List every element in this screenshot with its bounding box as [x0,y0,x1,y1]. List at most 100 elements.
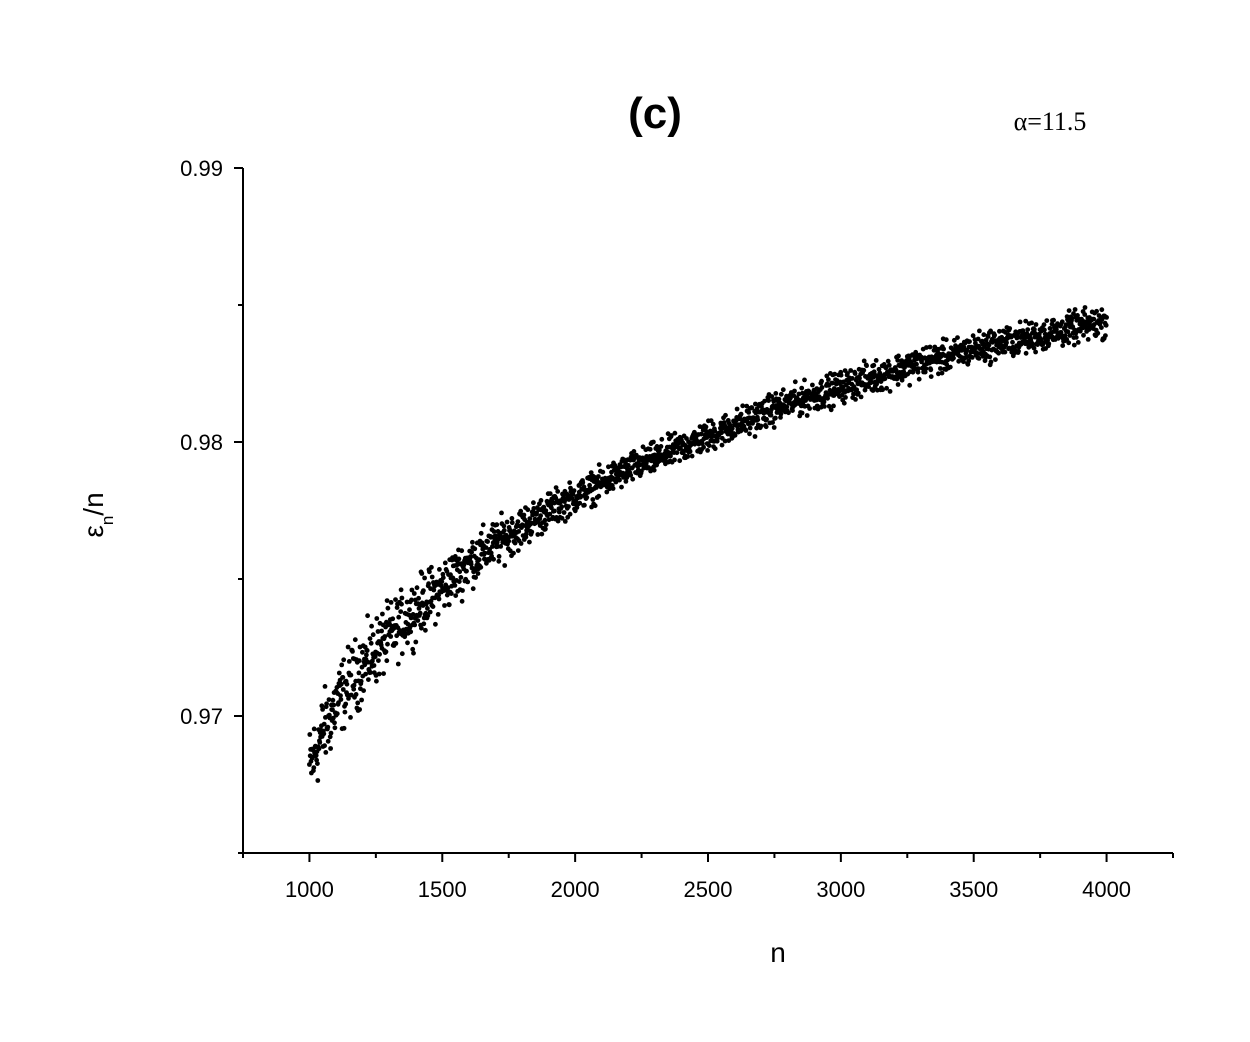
data-point [895,382,901,387]
data-point [535,532,541,537]
data-point [838,372,844,378]
data-point [448,591,454,596]
panel-label: (c) [628,89,682,138]
data-point [445,585,451,591]
data-point [784,404,790,410]
data-point [488,534,494,540]
data-point [469,549,474,555]
data-point [353,692,359,697]
data-point [567,480,573,485]
data-point [780,387,786,393]
data-point [755,417,761,423]
data-point [525,507,531,513]
data-point [746,410,752,415]
data-point [568,485,573,491]
data-point [324,701,329,707]
data-point [1103,333,1108,338]
data-point [873,358,879,363]
data-point [511,550,516,556]
data-point [830,380,835,386]
data-point [336,670,342,676]
data-point [849,376,855,381]
data-point [313,753,319,758]
data-point [311,765,317,771]
data-point [804,413,810,418]
data-point [773,391,779,396]
data-point [376,671,382,677]
data-point [555,489,561,494]
data-point [320,707,325,712]
data-point [515,548,521,553]
data-point [342,709,348,715]
data-point [899,377,905,383]
data-point [826,377,831,382]
data-point [338,681,344,687]
data-point [411,591,417,596]
data-point [580,480,586,485]
data-point [456,556,462,562]
data-point [435,612,441,617]
x-tick-label-1000: 1000 [285,877,334,902]
data-point [993,357,998,362]
data-point [351,686,357,692]
data-point [581,484,587,490]
data-point [328,730,334,736]
data-point [322,743,327,749]
data-point [1025,327,1031,332]
data-point [749,405,755,411]
data-point [705,448,710,453]
data-point [743,428,749,433]
data-point [786,410,791,416]
data-point [939,370,945,376]
data-point [659,436,665,442]
data-point [330,697,336,703]
data-point [698,431,704,437]
x-axis-ticks: 1000 1500 2000 2500 3000 3500 4000 [242,853,1174,902]
data-point [476,557,482,563]
data-point [442,603,447,608]
data-point [399,595,405,601]
data-point [1071,342,1077,348]
data-point [672,457,677,463]
data-point [394,605,400,610]
data-point [947,364,953,370]
y-axis-ticks: 0.97 0.98 0.99 [180,156,243,854]
data-point [408,629,414,635]
data-point [328,746,333,751]
data-point [317,740,323,745]
data-point [319,703,325,709]
data-point [321,721,327,727]
data-point [352,637,358,643]
data-point [527,539,532,545]
data-point [858,394,864,400]
data-point [1069,316,1075,321]
data-point [468,554,473,559]
data-point [325,738,331,744]
data-point [747,425,753,431]
data-point [361,688,366,693]
data-point [470,586,476,592]
data-point [907,382,913,388]
data-point [338,693,343,698]
data-point [345,692,351,698]
data-point [763,424,769,430]
data-point [955,335,960,340]
data-point [516,529,522,534]
data-point [768,412,774,418]
data-point [407,607,412,613]
data-point [375,629,381,634]
svg-text:εn/n: εn/n [78,492,117,537]
data-point [355,700,361,706]
data-point [792,388,797,394]
data-point [509,520,515,526]
data-point [1082,312,1088,317]
data-point [399,651,405,657]
x-axis-title: n [770,937,786,968]
data-point [332,725,338,731]
data-point [701,444,706,450]
data-point [566,504,571,509]
data-point [625,462,631,468]
data-point [364,652,369,658]
data-point [762,398,767,404]
data-point [499,510,504,516]
